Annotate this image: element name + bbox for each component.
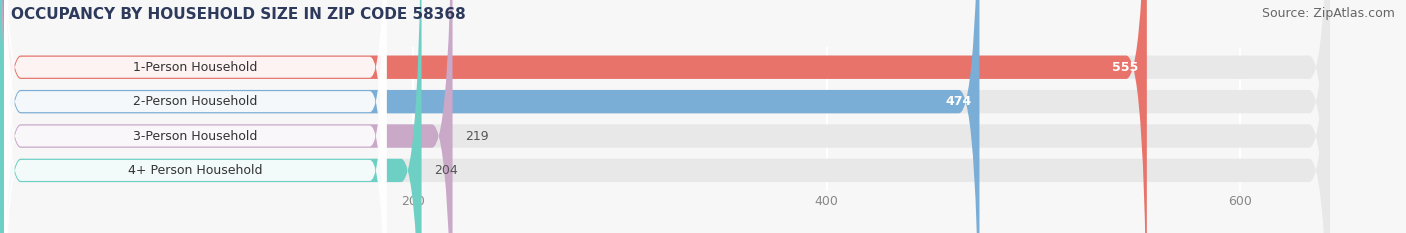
FancyBboxPatch shape [0, 0, 1330, 233]
FancyBboxPatch shape [0, 0, 980, 233]
Text: 204: 204 [434, 164, 458, 177]
FancyBboxPatch shape [0, 0, 1147, 233]
Text: 1-Person Household: 1-Person Household [134, 61, 257, 74]
FancyBboxPatch shape [0, 0, 453, 233]
Text: 4+ Person Household: 4+ Person Household [128, 164, 263, 177]
Text: 474: 474 [945, 95, 972, 108]
Text: 2-Person Household: 2-Person Household [134, 95, 257, 108]
Text: Source: ZipAtlas.com: Source: ZipAtlas.com [1261, 7, 1395, 20]
Text: OCCUPANCY BY HOUSEHOLD SIZE IN ZIP CODE 58368: OCCUPANCY BY HOUSEHOLD SIZE IN ZIP CODE … [11, 7, 465, 22]
FancyBboxPatch shape [4, 0, 387, 233]
Text: 219: 219 [465, 130, 488, 143]
FancyBboxPatch shape [0, 0, 1330, 233]
FancyBboxPatch shape [0, 0, 1330, 233]
FancyBboxPatch shape [4, 0, 387, 233]
Text: 3-Person Household: 3-Person Household [134, 130, 257, 143]
FancyBboxPatch shape [0, 0, 422, 233]
FancyBboxPatch shape [4, 0, 387, 233]
FancyBboxPatch shape [4, 0, 387, 233]
Text: 555: 555 [1112, 61, 1139, 74]
FancyBboxPatch shape [0, 0, 1330, 233]
